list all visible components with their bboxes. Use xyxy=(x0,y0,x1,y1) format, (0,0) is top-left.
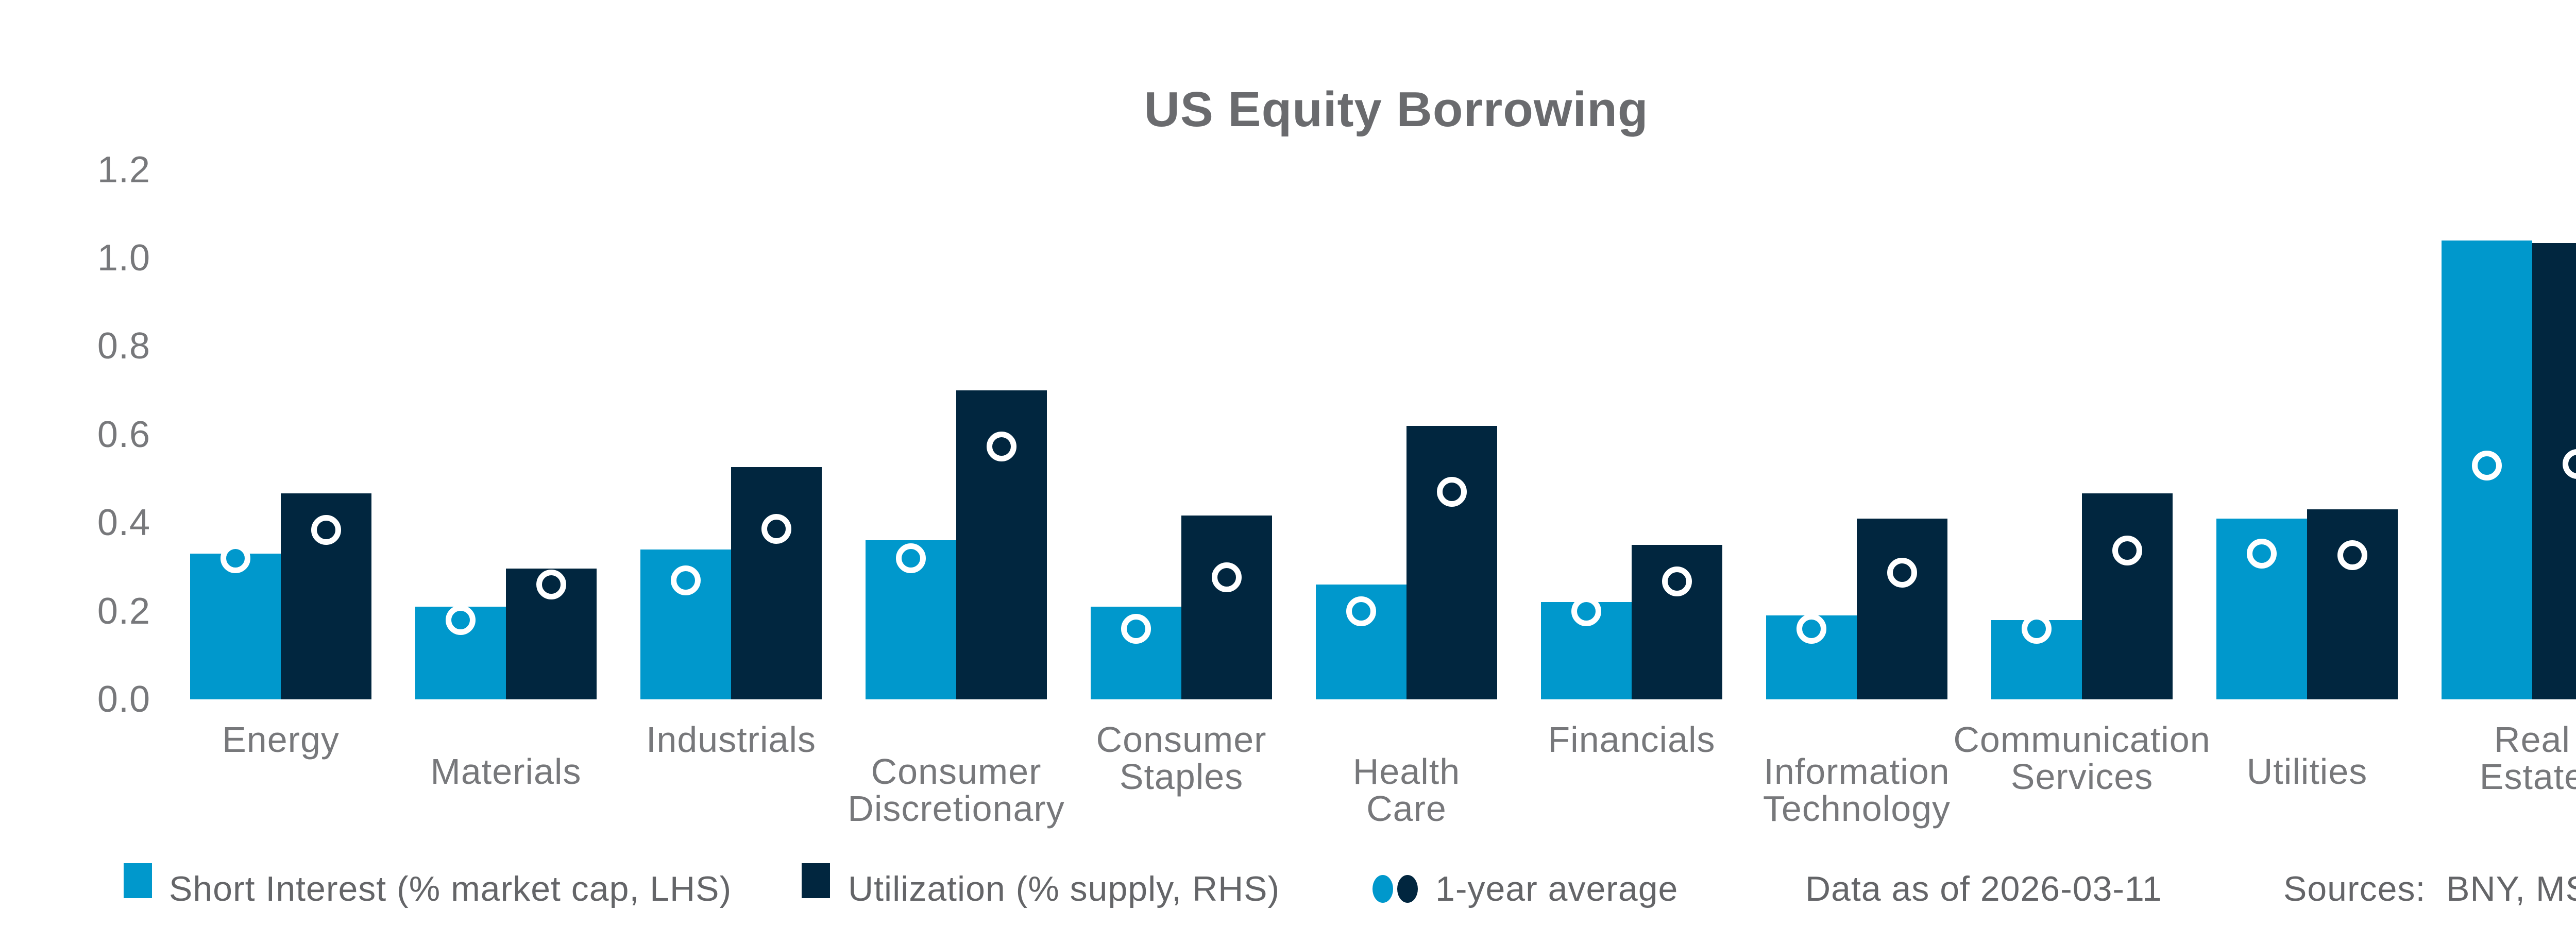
y-axis-left-tick-0.4: 0.4 xyxy=(97,502,150,544)
marker-1y-average-utilization-industrials xyxy=(761,513,791,544)
x-axis-label-industrials: Industrials xyxy=(587,721,875,758)
chart-title: US Equity Borrowing xyxy=(1144,82,1649,137)
x-axis-label-communication-services: Communication Services xyxy=(1938,721,2226,795)
legend-label-short-interest: Short Interest (% market cap, LHS) xyxy=(169,869,732,908)
bar-utilization-industrials xyxy=(731,467,822,699)
bar-short-interest-energy xyxy=(190,554,281,699)
x-axis-label-information-technology: Information Technology xyxy=(1713,753,2001,827)
marker-1y-average-utilization-energy xyxy=(311,515,341,545)
x-axis-label-line: Health xyxy=(1352,751,1461,792)
x-axis-label-line: Staples xyxy=(1119,757,1244,797)
legend-average-dot-blue xyxy=(1372,875,1393,903)
y-axis-left-tick-0.2: 0.2 xyxy=(97,590,150,632)
x-axis-label-line: Technology xyxy=(1762,788,1951,829)
x-axis-label-line: Consumer xyxy=(871,751,1042,792)
marker-1y-average-utilization-health-care xyxy=(1437,477,1467,507)
marker-1y-average-short-interest-communication-services xyxy=(2022,613,2052,644)
x-axis-label-materials: Materials xyxy=(362,753,650,790)
bar-utilization-communication-services xyxy=(2082,493,2173,699)
x-axis-label-line: Discretionary xyxy=(848,788,1065,829)
marker-1y-average-short-interest-industrials xyxy=(671,565,701,595)
marker-1y-average-short-interest-financials xyxy=(1571,596,1601,626)
x-axis-label-financials: Financials xyxy=(1487,721,1776,758)
legend-swatch-utilization xyxy=(802,863,830,898)
x-axis-label-real-estate: Real Estate xyxy=(2388,721,2576,795)
bar-utilization-utilities xyxy=(2307,509,2398,699)
x-axis-label-consumer-discretionary: Consumer Discretionary xyxy=(812,753,1100,827)
marker-1y-average-short-interest-consumer-discretionary xyxy=(896,543,926,573)
x-axis-label-line: Estate xyxy=(2479,757,2576,797)
data-as-of-note: Data as of 2026-03-11 xyxy=(1805,869,2162,908)
x-axis-label-utilities: Utilities xyxy=(2163,753,2451,790)
marker-1y-average-short-interest-utilities xyxy=(2247,539,2277,569)
legend-average-dot-navy xyxy=(1397,875,1418,903)
y-axis-left-tick-0.0: 0.0 xyxy=(97,679,150,720)
marker-1y-average-utilization-financials xyxy=(1662,566,1692,597)
marker-1y-average-short-interest-real-estate xyxy=(2472,450,2502,480)
x-axis-label-consumer-staples: Consumer Staples xyxy=(1037,721,1326,795)
marker-1y-average-utilization-information-technology xyxy=(1887,558,1917,588)
x-axis-label-line: Industrials xyxy=(646,719,817,760)
x-axis-label-line: Care xyxy=(1366,788,1447,829)
x-axis-label-line: Services xyxy=(2010,757,2154,797)
y-axis-left-tick-0.6: 0.6 xyxy=(97,414,150,455)
y-axis-left-tick-0.8: 0.8 xyxy=(97,325,150,367)
marker-1y-average-short-interest-materials xyxy=(446,605,476,635)
bar-utilization-consumer-staples xyxy=(1181,515,1272,699)
sources-note: Sources: BNY, MSCI xyxy=(2283,869,2576,908)
x-axis-label-line: Real xyxy=(2494,719,2570,760)
x-axis-label-line: Financials xyxy=(1548,719,1716,760)
legend-swatch-short-interest xyxy=(124,863,152,898)
x-axis-label-line: Utilities xyxy=(2246,751,2368,792)
bar-utilization-information-technology xyxy=(1857,518,1947,699)
marker-1y-average-short-interest-energy xyxy=(221,543,250,573)
legend-label-one-year-average: 1-year average xyxy=(1435,869,1679,908)
marker-1y-average-utilization-materials xyxy=(536,570,566,600)
marker-1y-average-utilization-communication-services xyxy=(2112,536,2142,566)
x-axis-label-line: Communication xyxy=(1953,719,2211,760)
y-axis-left-tick-1.2: 1.2 xyxy=(97,149,150,191)
y-axis-left-tick-1.0: 1.0 xyxy=(97,237,150,279)
bar-utilization-health-care xyxy=(1406,425,1497,699)
marker-1y-average-short-interest-consumer-staples xyxy=(1121,613,1151,644)
legend-label-utilization: Utilization (% supply, RHS) xyxy=(848,869,1280,908)
x-axis-label-line: Materials xyxy=(430,751,582,792)
marker-1y-average-utilization-consumer-discretionary xyxy=(987,431,1016,461)
x-axis-label-line: Consumer xyxy=(1096,719,1267,760)
x-axis-label-energy: Energy xyxy=(137,721,425,758)
x-axis-label-health-care: Health Care xyxy=(1262,753,1551,827)
x-axis-label-line: Information xyxy=(1764,751,1950,792)
x-axis-label-line: Energy xyxy=(222,719,340,760)
marker-1y-average-utilization-utilities xyxy=(2337,540,2367,571)
marker-1y-average-utilization-consumer-staples xyxy=(1212,562,1242,592)
marker-1y-average-short-interest-information-technology xyxy=(1797,613,1826,644)
marker-1y-average-short-interest-health-care xyxy=(1346,596,1376,626)
